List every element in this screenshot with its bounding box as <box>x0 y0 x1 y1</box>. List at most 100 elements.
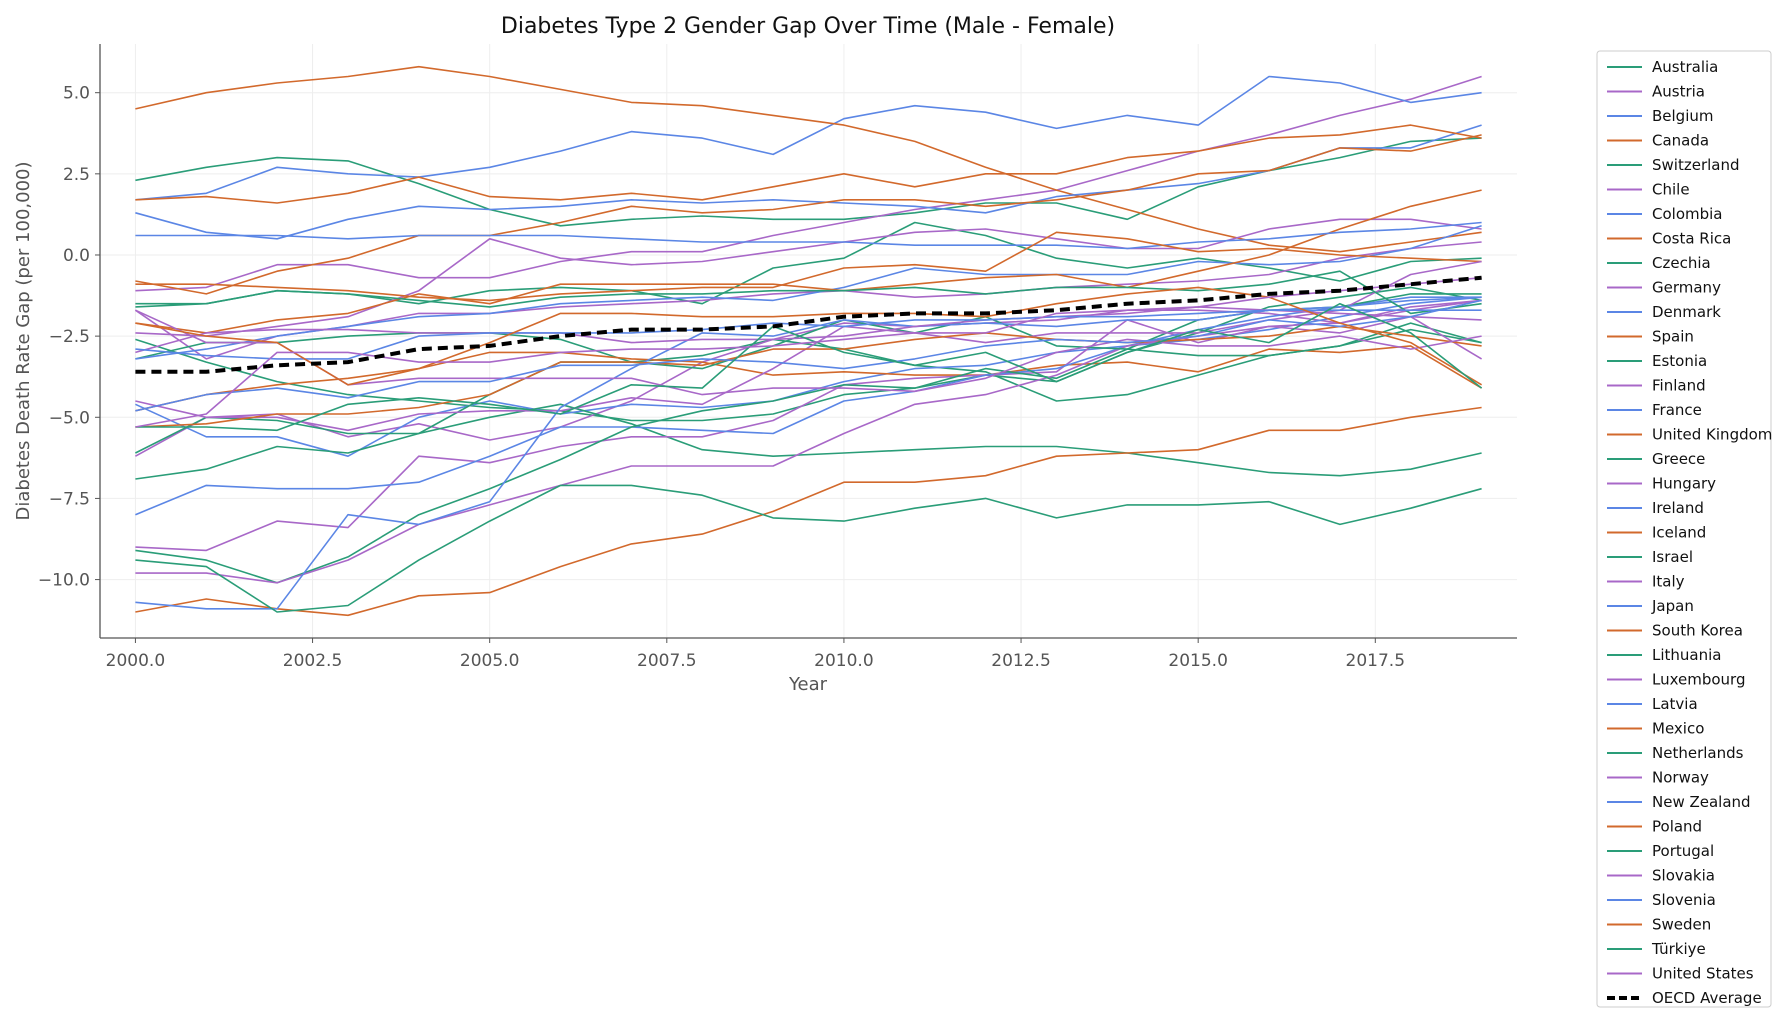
legend-label: Japan <box>1651 597 1694 615</box>
series-line-oecd-average <box>135 275 1482 374</box>
series-line-greece <box>135 403 1482 477</box>
legend-label: Luxembourg <box>1652 671 1746 689</box>
y-tick-label: 5.0 <box>63 84 90 104</box>
series-line-denmark <box>135 225 1482 360</box>
legend-label: France <box>1652 401 1702 419</box>
legend-label: Greece <box>1652 450 1705 468</box>
series-line-ireland <box>135 296 1482 516</box>
legend-label: Slovakia <box>1652 867 1715 885</box>
legend-entry-norway: Norway <box>1607 769 1709 787</box>
legend-label: Colombia <box>1652 205 1723 223</box>
legend-label: Italy <box>1652 573 1685 591</box>
legend-entry-new-zealand: New Zealand <box>1607 793 1751 811</box>
series-line-germany <box>135 218 1482 337</box>
axes <box>99 44 1517 639</box>
series-line-norway <box>135 306 1483 360</box>
legend-label: Mexico <box>1652 720 1704 738</box>
series-line-iceland <box>135 406 1482 617</box>
series-layer <box>134 65 1483 617</box>
legend-label: Türkiye <box>1651 940 1706 958</box>
legend-entry-denmark: Denmark <box>1607 303 1721 321</box>
legend-entry-israel: Israel <box>1607 548 1693 566</box>
legend-entry-oecd-average: OECD Average <box>1607 989 1762 1007</box>
legend-entry-italy: Italy <box>1607 573 1685 591</box>
legend-label: Canada <box>1652 132 1709 150</box>
legend-label: Hungary <box>1652 475 1716 493</box>
legend-label: United Kingdom <box>1652 426 1772 444</box>
legend-label: Ireland <box>1652 499 1704 517</box>
series-line-austria <box>135 75 1482 292</box>
legend-entry-germany: Germany <box>1607 279 1721 297</box>
series-line-united-states <box>135 276 1482 428</box>
legend-items: Australia Austria Belgium Canada Switzerland… <box>1607 58 1772 1007</box>
y-tick-label: −2.5 <box>49 327 90 347</box>
legend-entry-switzerland: Switzerland <box>1607 156 1740 174</box>
legend-entry-austria: Austria <box>1607 83 1705 101</box>
legend-entry-spain: Spain <box>1607 328 1694 346</box>
legend-entry-south-korea: South Korea <box>1607 622 1743 640</box>
legend-label: Slovenia <box>1652 891 1716 909</box>
legend-entry-sweden: Sweden <box>1607 916 1711 934</box>
legend-entry-iceland: Iceland <box>1607 524 1706 542</box>
legend-entry-lithuania: Lithuania <box>1607 646 1721 664</box>
ticks: 2000.0 2002.5 2005.0 2007.5 2010.0 2012.5 2015… <box>38 84 1405 671</box>
legend-label: Austria <box>1652 83 1705 101</box>
y-tick-label: 2.5 <box>63 165 90 185</box>
legend-entry-slovenia: Slovenia <box>1607 891 1716 909</box>
legend-entry-costa-rica: Costa Rica <box>1607 230 1731 248</box>
legend-label: Denmark <box>1652 303 1721 321</box>
legend-frame <box>1596 50 1772 1008</box>
legend-entry-slovakia: Slovakia <box>1607 867 1715 885</box>
legend-label: Spain <box>1652 328 1694 346</box>
x-tick-label: 2015.0 <box>1168 651 1227 671</box>
legend-entry-belgium: Belgium <box>1607 107 1714 125</box>
series-line-slovenia <box>135 299 1482 412</box>
legend-entry-poland: Poland <box>1607 818 1702 836</box>
series-line-united-kingdom <box>135 345 1483 412</box>
legend-label: Germany <box>1652 279 1721 297</box>
legend-label: OECD Average <box>1652 989 1762 1007</box>
legend-label: Sweden <box>1652 916 1711 934</box>
legend-entry-turkiye: Türkiye <box>1607 940 1706 958</box>
series-line-netherlands <box>135 270 1482 315</box>
x-tick-label: 2012.5 <box>991 651 1050 671</box>
legend-label: New Zealand <box>1652 793 1751 811</box>
legend-entry-greece: Greece <box>1607 450 1705 468</box>
legend-entry-finland: Finland <box>1607 377 1706 395</box>
legend-entry-estonia: Estonia <box>1607 352 1707 370</box>
legend-entry-australia: Australia <box>1607 58 1718 76</box>
legend-label: Czechia <box>1652 254 1711 272</box>
legend-label: Latvia <box>1652 695 1698 713</box>
y-tick-label: −10.0 <box>38 571 90 591</box>
series-line-turkiye <box>135 302 1483 432</box>
legend-label: Costa Rica <box>1652 230 1731 248</box>
x-tick-label: 2005.0 <box>460 651 519 671</box>
legend-entry-chile: Chile <box>1607 181 1690 199</box>
legend-label: Iceland <box>1652 524 1706 542</box>
legend-label: United States <box>1652 965 1754 983</box>
series-line-japan <box>135 221 1482 250</box>
y-axis-label: Diabetes Death Rate Gap (per 100,000) <box>13 162 34 521</box>
x-tick-label: 2017.5 <box>1346 651 1405 671</box>
legend-label: Lithuania <box>1652 646 1721 664</box>
legend: Australia Austria Belgium Canada Switzerland… <box>1596 50 1772 1008</box>
legend-label: Poland <box>1652 818 1702 836</box>
legend-entry-united-kingdom: United Kingdom <box>1607 426 1772 444</box>
y-tick-label: −7.5 <box>49 489 90 509</box>
legend-entry-portugal: Portugal <box>1607 842 1714 860</box>
series-line-czechia <box>135 328 1482 402</box>
legend-entry-mexico: Mexico <box>1607 720 1704 738</box>
legend-label: Estonia <box>1652 352 1707 370</box>
series-line-colombia <box>135 124 1482 240</box>
legend-entry-japan: Japan <box>1607 597 1694 615</box>
legend-label: Portugal <box>1652 842 1714 860</box>
y-tick-label: 0.0 <box>63 246 90 266</box>
series-line-lithuania <box>135 315 1482 480</box>
series-line-latvia <box>135 296 1482 610</box>
series-line-mexico <box>135 124 1482 204</box>
legend-label: South Korea <box>1652 622 1743 640</box>
x-tick-label: 2002.5 <box>283 651 342 671</box>
legend-entry-united-states: United States <box>1607 965 1754 983</box>
